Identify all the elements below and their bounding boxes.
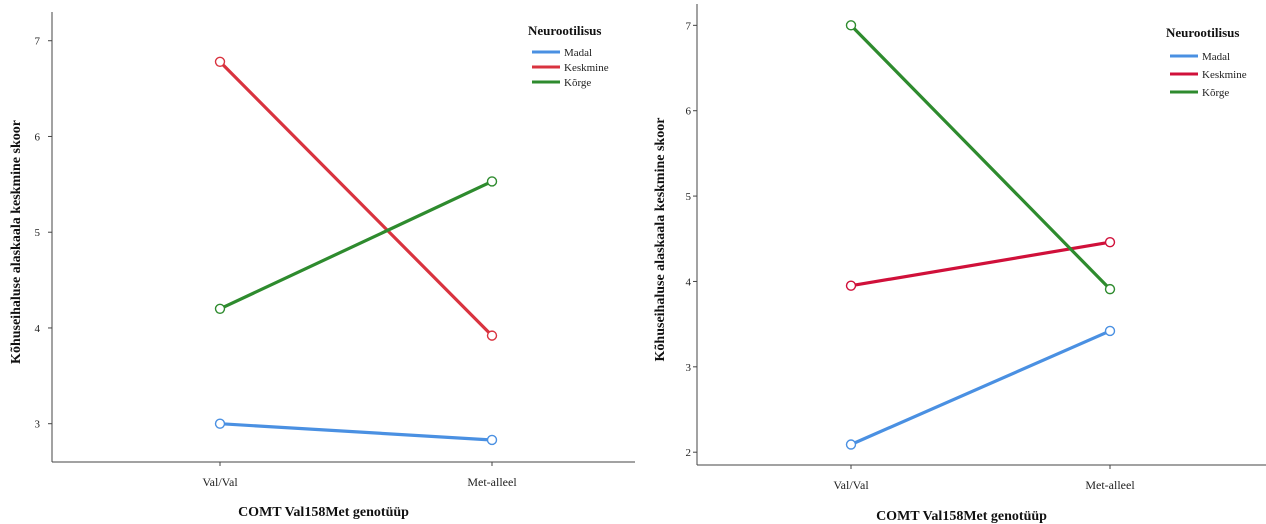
data-point — [1104, 283, 1116, 295]
legend-label: Madal — [1202, 51, 1230, 63]
y-tick-label: 2 — [686, 447, 692, 459]
data-point — [1104, 236, 1116, 248]
series-keskmine — [845, 236, 1116, 291]
legend-title: Neurootilisus — [1166, 25, 1239, 40]
legend-label: Keskmine — [564, 62, 609, 74]
series-line — [218, 60, 494, 338]
y-tick-label: 4 — [35, 323, 41, 335]
data-point — [845, 20, 857, 31]
legend-label: Keskmine — [1202, 69, 1247, 81]
data-point — [214, 303, 226, 315]
series-line — [849, 329, 1112, 447]
x-axis-title: COMT Val158Met genotüüp — [238, 505, 409, 520]
y-tick-label: 3 — [686, 362, 692, 374]
x-tick-label: Val/Val — [202, 475, 238, 489]
y-tick-label: 6 — [35, 131, 41, 143]
y-tick-label: 7 — [35, 36, 41, 48]
series-line — [849, 240, 1112, 288]
series-madal — [214, 418, 498, 446]
legend-label: Kõrge — [564, 77, 591, 89]
series-kõrge — [214, 176, 498, 315]
legend-label: Kõrge — [1202, 87, 1229, 99]
series-kõrge — [845, 20, 1116, 295]
y-tick-label: 5 — [35, 227, 41, 239]
data-point — [845, 439, 857, 450]
x-tick-label: Met-alleel — [1085, 478, 1135, 492]
y-tick-label: 5 — [686, 191, 692, 203]
series-keskmine — [214, 56, 498, 341]
x-tick-label: Val/Val — [833, 478, 869, 492]
data-point — [214, 418, 226, 429]
y-tick-label: 6 — [686, 106, 692, 118]
legend: Neurootilisus Madal Keskmine Kõrge — [528, 23, 609, 89]
legend-label: Madal — [564, 47, 592, 59]
series-line — [849, 23, 1112, 291]
series-line — [218, 422, 494, 442]
data-point — [486, 434, 498, 446]
x-tick-label: Met-alleel — [467, 475, 517, 489]
series-line — [218, 179, 494, 311]
y-tick-label: 4 — [686, 276, 692, 288]
series-madal — [845, 325, 1116, 450]
legend-title: Neurootilisus — [528, 23, 601, 38]
x-axis-title: COMT Val158Met genotüüp — [876, 509, 1047, 524]
data-point — [214, 56, 226, 67]
data-point — [1104, 325, 1116, 337]
legend: Neurootilisus Madal Keskmine Kõrge — [1166, 25, 1247, 99]
data-point — [845, 280, 857, 291]
y-axis-title: Kõhuseihaluse alaskaala keskmine skoor — [9, 120, 24, 364]
chart-1: 3 4 5 6 7 Val/Val Met-alleel COMT Val158Met gen… — [9, 12, 635, 520]
y-tick-label: 3 — [35, 419, 41, 431]
chart-2: 2 3 4 5 6 7 Val/Val Met-alleel COMT Val158Met ge… — [653, 4, 1266, 524]
data-point — [486, 330, 498, 341]
y-tick-label: 7 — [686, 20, 692, 32]
y-axis-title: Kõhuseihaluse alaskaala keskmine skoor — [653, 118, 668, 362]
data-point — [486, 176, 498, 187]
